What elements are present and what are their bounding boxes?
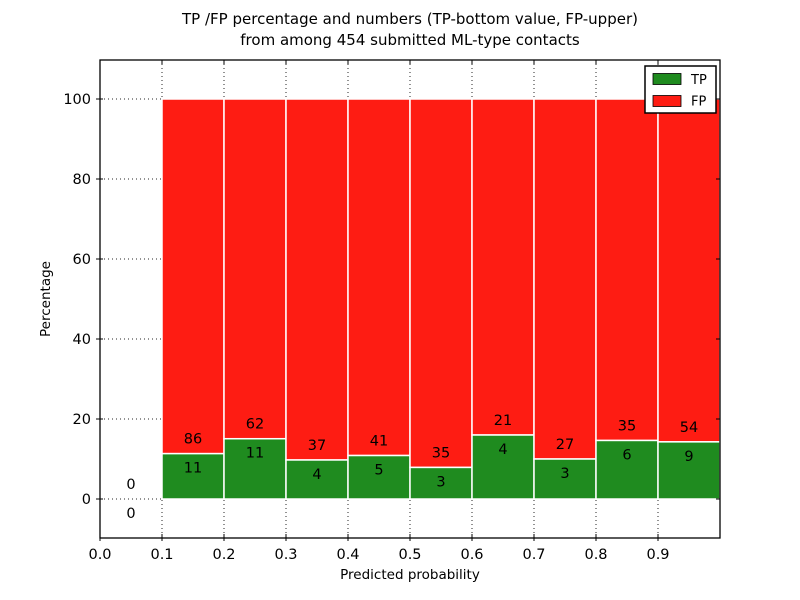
bar-fp-segment: [161, 98, 225, 455]
chart-title-line1: TP /FP percentage and numbers (TP-bottom…: [182, 10, 638, 28]
tp-count-label: 4: [312, 467, 321, 483]
bar-tp-segment: [409, 466, 473, 500]
fp-count-label: 37: [308, 438, 326, 454]
x-tick-label: 0.0: [88, 547, 111, 563]
tp-count-label: 0: [126, 506, 135, 522]
x-tick-label: 0.2: [212, 547, 235, 563]
tp-count-label: 4: [498, 442, 507, 458]
legend-label-tp: TP: [690, 73, 707, 88]
fp-count-label: 0: [126, 477, 135, 493]
fp-count-label: 35: [432, 445, 450, 461]
x-tick-label: 0.5: [398, 547, 421, 563]
x-tick-label: 0.7: [522, 547, 545, 563]
bar-fp-segment: [471, 98, 535, 436]
bar-fp-segment: [223, 98, 287, 440]
fp-count-label: 54: [680, 420, 698, 436]
fp-count-label: 27: [556, 437, 574, 453]
x-tick-label: 0.3: [274, 547, 297, 563]
fp-count-label: 86: [184, 432, 202, 448]
tp-count-label: 6: [622, 447, 631, 463]
tp-count-label: 5: [374, 463, 383, 479]
bar-fp-segment: [533, 98, 597, 460]
tp-count-label: 11: [246, 446, 264, 462]
bar-fp-segment: [595, 98, 659, 442]
chart-title-line2: from among 454 submitted ML-type contact…: [240, 31, 580, 49]
bar-tp-segment: [471, 434, 535, 500]
bar-tp-segment: [347, 454, 411, 500]
legend-swatch-fp: [652, 95, 682, 107]
y-tick-label: 40: [73, 332, 91, 348]
fp-count-label: 21: [494, 413, 512, 429]
bar-fp-segment: [657, 98, 721, 443]
fp-count-label: 35: [618, 418, 636, 434]
legend-label-fp: FP: [691, 95, 706, 110]
tp-count-label: 11: [184, 461, 202, 477]
x-tick-label: 0.1: [150, 547, 173, 563]
bar-fp-segment: [285, 98, 349, 461]
fp-count-label: 62: [246, 417, 264, 433]
chart-title: TP /FP percentage and numbers (TP-bottom…: [182, 9, 638, 51]
bar-tp-segment: [657, 441, 721, 500]
tp-count-label: 9: [684, 449, 693, 465]
y-tick-label: 100: [63, 92, 91, 108]
x-tick-label: 0.6: [460, 547, 483, 563]
bar-tp-segment: [223, 437, 287, 500]
bar-fp-segment: [347, 98, 411, 457]
y-tick-label: 80: [73, 172, 91, 188]
bar-tp-segment: [161, 452, 225, 500]
legend-swatch-tp: [652, 73, 682, 85]
bar-tp-segment: [285, 459, 349, 500]
x-tick-label: 0.9: [646, 547, 669, 563]
tp-count-label: 3: [560, 466, 569, 482]
fp-count-label: 41: [370, 434, 388, 450]
y-tick-label: 60: [73, 252, 91, 268]
tp-count-label: 3: [436, 474, 445, 490]
x-axis-label: Predicted probability: [340, 567, 480, 583]
x-tick-label: 0.4: [336, 547, 359, 563]
x-tick-label: 0.8: [584, 547, 607, 563]
y-tick-label: 0: [82, 492, 91, 508]
y-tick-label: 20: [73, 412, 91, 428]
bar-fp-segment: [409, 98, 473, 469]
